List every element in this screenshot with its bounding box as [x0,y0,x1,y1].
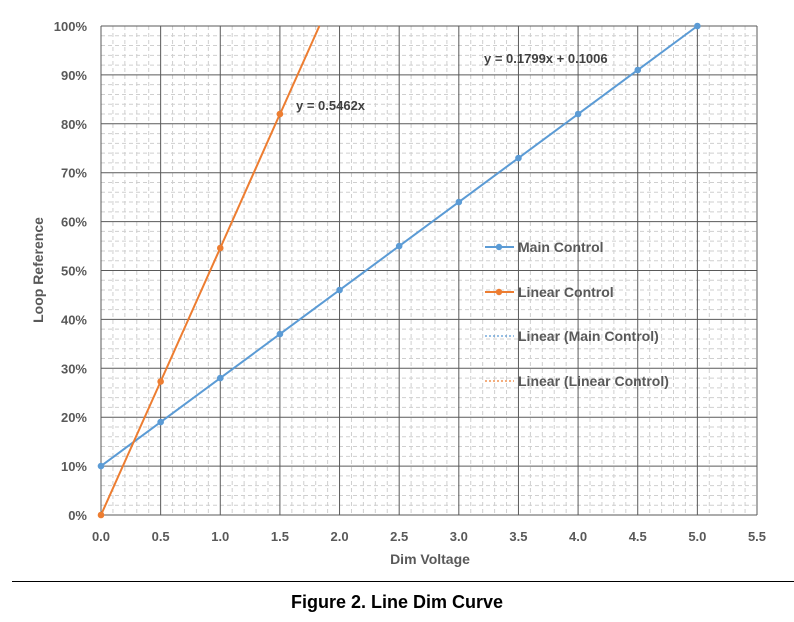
data-point [515,154,522,162]
y-tick-label: 50% [61,264,87,279]
minor-gridlines [101,26,757,515]
y-tick-label: 80% [61,117,87,132]
x-tick-label: 3.0 [450,529,468,544]
x-tick-label: 1.0 [211,529,229,544]
y-tick-label: 100% [54,19,88,34]
data-point [634,66,642,74]
x-tick-label: 3.5 [509,529,527,544]
legend-item-linear-linear-control: Linear (Linear Control) [485,373,669,389]
data-point [336,286,343,294]
legend-label-linear-main-control: Linear (Main Control) [518,328,659,344]
data-point [694,22,701,30]
x-tick-label: 4.0 [569,529,587,544]
y-tick-label: 60% [61,215,87,230]
y-tick-labels: 0% 10% 20% 30% 40% 50% 60% 70% 80% 90% 100% [54,19,88,523]
x-tick-label: 5.5 [748,529,766,544]
x-tick-labels: 0.0 0.5 1.0 1.5 2.0 2.5 3.0 3.5 4.0 4.5 5.0 5.5 [92,529,766,544]
y-tick-label: 30% [61,361,87,376]
legend-label-linear-linear-control: Linear (Linear Control) [518,373,669,389]
x-tick-label: 4.5 [629,529,647,544]
data-point [455,198,463,206]
y-tick-label: 70% [61,166,87,181]
y-tick-label: 0% [68,508,87,523]
y-tick-label: 40% [61,312,87,327]
x-tick-label: 5.0 [688,529,706,544]
data-point [276,110,284,118]
data-point [97,462,105,470]
data-point [276,330,284,338]
major-gridlines [100,25,758,516]
series-lines [97,22,701,519]
y-tick-label: 10% [61,459,87,474]
x-tick-label: 1.5 [271,529,289,544]
data-point [395,242,403,250]
figure-caption: Figure 2. Line Dim Curve [290,592,504,612]
legend-label-main-control: Main Control [518,239,604,255]
series-line-extension [278,25,321,115]
main-control-trend-equation: y = 0.1799x + 0.1006 [484,51,608,66]
legend-label-linear-control: Linear Control [518,284,614,300]
linear-control-trend-equation: y = 0.5462x [296,98,366,113]
y-tick-label: 90% [61,68,87,83]
data-point [216,244,224,252]
data-point [157,378,164,385]
x-tick-label: 0.5 [152,529,170,544]
line-chart: 0.0 0.5 1.0 1.5 2.0 2.5 3.0 3.5 4.0 4.5 5.0 5.5 0% 1… [30,19,766,567]
data-point [157,418,164,426]
y-tick-label: 20% [61,410,87,425]
x-tick-label: 2.0 [331,529,349,544]
legend-item-linear-main-control: Linear (Main Control) [485,328,659,344]
data-point [574,110,582,118]
x-tick-label: 2.5 [390,529,408,544]
y-axis-title: Loop Reference [30,217,46,323]
data-point [216,374,224,382]
x-tick-label: 0.0 [92,529,110,544]
data-point [97,511,105,519]
legend-item-main-control: Main Control [485,239,604,255]
caption-divider [12,581,794,582]
legend: Main Control Linear Control Linear (Main… [485,239,669,389]
x-axis-title: Dim Voltage [390,551,470,567]
series-line-1 [100,113,281,516]
legend-item-linear-control: Linear Control [485,284,614,300]
